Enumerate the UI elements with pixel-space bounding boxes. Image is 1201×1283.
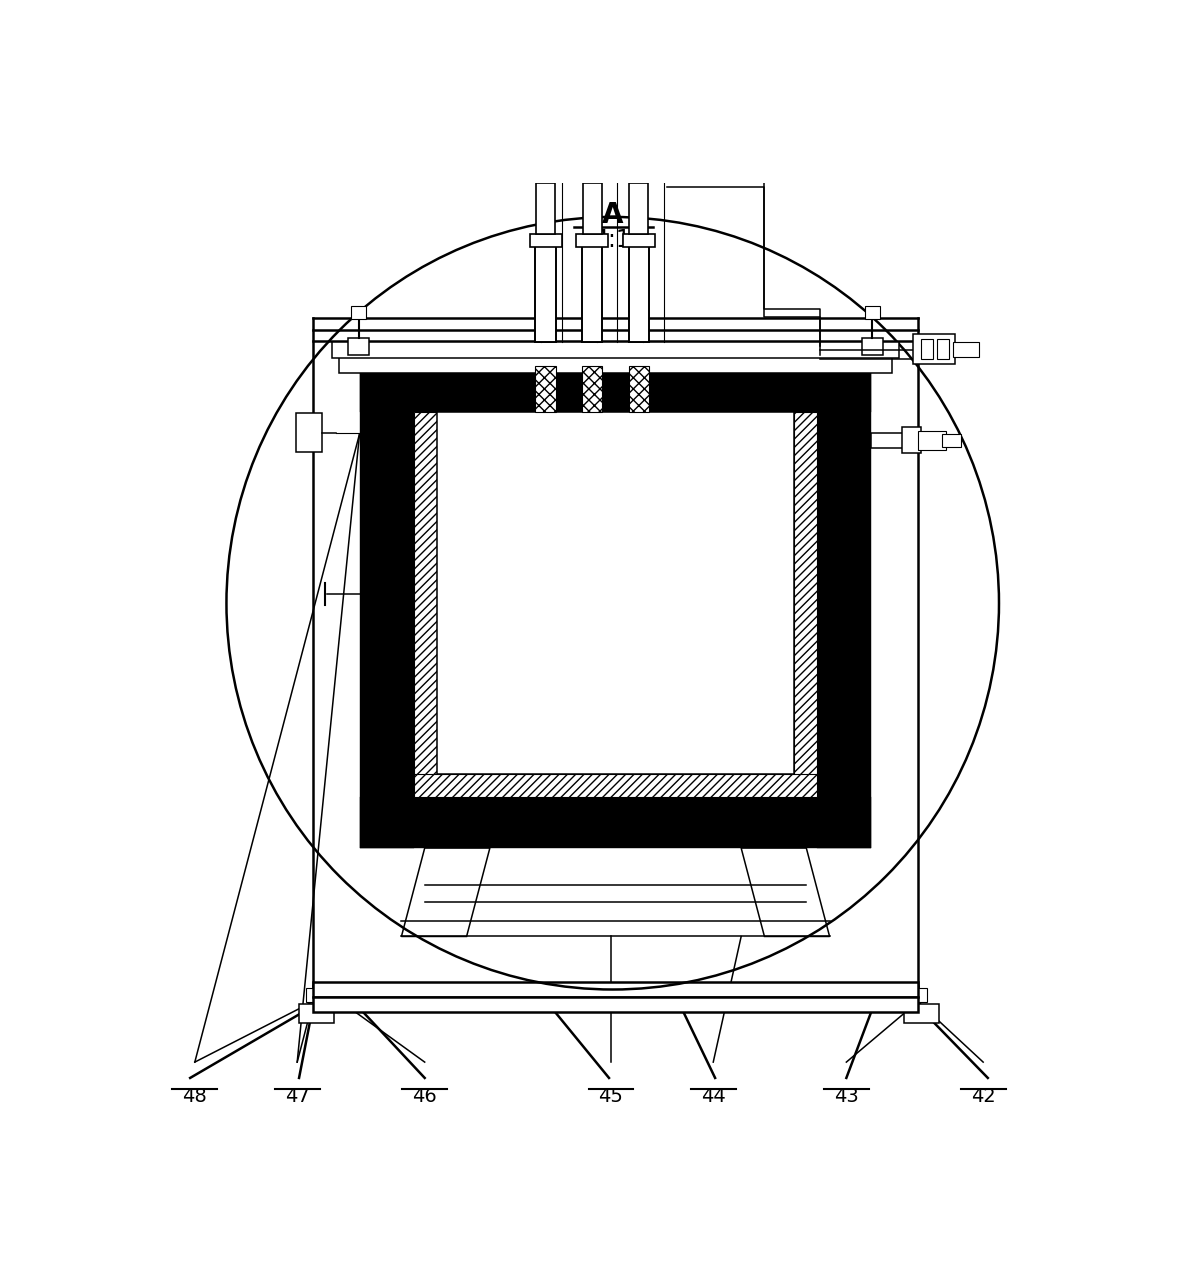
Bar xyxy=(914,335,955,364)
Text: A: A xyxy=(602,201,623,230)
Text: 48: 48 xyxy=(183,1087,208,1106)
Text: 45: 45 xyxy=(598,1087,623,1106)
Bar xyxy=(629,182,649,234)
Bar xyxy=(818,373,872,848)
Bar xyxy=(331,341,900,358)
Bar xyxy=(297,413,322,453)
Bar xyxy=(351,307,366,319)
Bar xyxy=(921,339,933,359)
Polygon shape xyxy=(741,848,830,937)
Bar xyxy=(628,366,649,412)
Bar xyxy=(582,182,602,234)
Text: 44: 44 xyxy=(701,1087,725,1106)
Bar xyxy=(862,337,883,354)
Bar xyxy=(576,234,608,246)
Bar xyxy=(359,373,872,412)
Bar xyxy=(530,234,562,246)
Bar xyxy=(910,988,927,1002)
Bar xyxy=(918,431,946,449)
Bar xyxy=(582,366,603,412)
Bar xyxy=(413,774,818,797)
Bar xyxy=(902,427,921,453)
Bar xyxy=(313,981,918,997)
Bar xyxy=(865,307,880,319)
Bar xyxy=(359,797,872,848)
Bar xyxy=(628,240,649,341)
Bar xyxy=(437,412,794,774)
Bar xyxy=(937,339,949,359)
Bar xyxy=(537,182,555,234)
Bar xyxy=(359,373,413,848)
Bar xyxy=(348,337,369,354)
Bar xyxy=(305,988,322,1002)
Bar xyxy=(536,240,556,341)
Bar xyxy=(313,997,918,1012)
Text: 4:1: 4:1 xyxy=(593,228,632,253)
Polygon shape xyxy=(401,848,490,937)
Bar xyxy=(872,432,907,448)
Bar xyxy=(536,366,556,412)
Bar xyxy=(904,1005,939,1023)
Bar xyxy=(943,434,961,446)
Bar xyxy=(623,234,655,246)
Text: 43: 43 xyxy=(833,1087,859,1106)
Bar xyxy=(339,354,892,373)
Text: 47: 47 xyxy=(285,1087,310,1106)
Bar xyxy=(582,240,603,341)
Text: 46: 46 xyxy=(412,1087,437,1106)
Bar xyxy=(413,412,437,797)
Bar xyxy=(954,341,980,357)
Bar xyxy=(299,1005,334,1023)
Bar xyxy=(794,412,818,797)
Text: 42: 42 xyxy=(970,1087,996,1106)
